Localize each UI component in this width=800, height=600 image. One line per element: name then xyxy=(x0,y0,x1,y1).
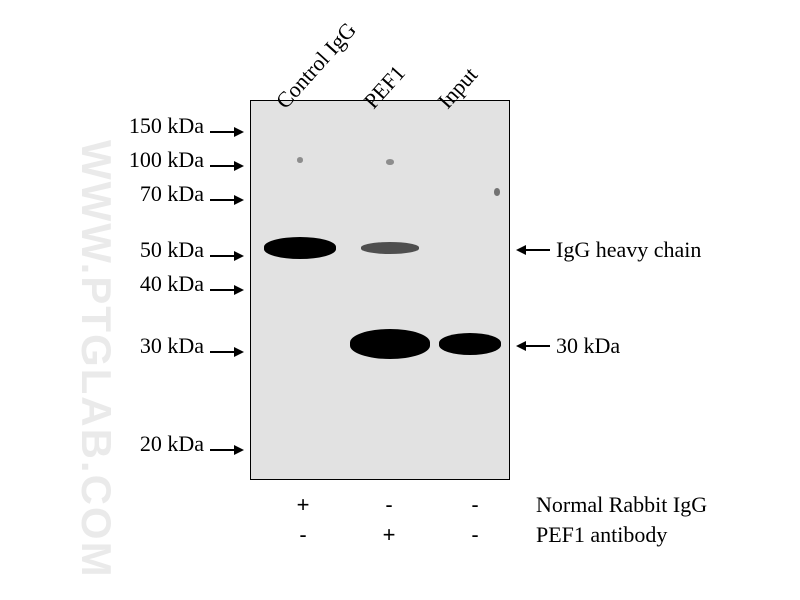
cond-cell: + xyxy=(346,522,432,548)
cond-cell: - xyxy=(260,522,346,548)
mw-marker: 70 kDa xyxy=(110,181,244,207)
mw-label: 30 kDa xyxy=(110,333,210,359)
cond-cell: - xyxy=(346,492,432,518)
mw-marker: 150 kDa xyxy=(110,113,244,139)
arrow-right-icon xyxy=(210,159,244,161)
mw-label: 20 kDa xyxy=(110,431,210,457)
table-row: + - - Normal Rabbit IgG xyxy=(260,490,707,520)
arrow-right-icon xyxy=(210,283,244,285)
blot-figure: WWW.PTGLAB.COM Control IgG PEF1 Input 15… xyxy=(0,0,800,600)
mw-label: 150 kDa xyxy=(110,113,210,139)
arrow-right-icon xyxy=(210,193,244,195)
arrow-right-icon xyxy=(210,443,244,445)
mw-label: 70 kDa xyxy=(110,181,210,207)
mw-label: 40 kDa xyxy=(110,271,210,297)
arrow-right-icon xyxy=(210,249,244,251)
band xyxy=(264,237,336,259)
cond-cell: + xyxy=(260,492,346,518)
annotation-label: IgG heavy chain xyxy=(550,237,701,263)
mw-label: 100 kDa xyxy=(110,147,210,173)
cond-cell: - xyxy=(432,522,518,548)
mw-label: 50 kDa xyxy=(110,237,210,263)
arrow-left-icon xyxy=(516,243,550,257)
condition-table: + - - Normal Rabbit IgG - + - PEF1 antib… xyxy=(260,490,707,550)
right-annotation: IgG heavy chain xyxy=(516,237,701,263)
band-speck xyxy=(494,188,500,196)
mw-marker: 40 kDa xyxy=(110,271,244,297)
mw-marker: 20 kDa xyxy=(110,431,244,457)
cond-cell: - xyxy=(432,492,518,518)
band-speck xyxy=(386,159,394,165)
arrow-left-icon xyxy=(516,339,550,353)
blot-membrane xyxy=(250,100,510,480)
mw-marker: 100 kDa xyxy=(110,147,244,173)
table-row: - + - PEF1 antibody xyxy=(260,520,707,550)
cond-row-label: PEF1 antibody xyxy=(518,522,667,548)
right-annotation: 30 kDa xyxy=(516,333,620,359)
band xyxy=(439,333,501,355)
cond-row-label: Normal Rabbit IgG xyxy=(518,492,707,518)
band-speck xyxy=(297,157,303,163)
band xyxy=(350,329,430,359)
mw-marker: 50 kDa xyxy=(110,237,244,263)
arrow-right-icon xyxy=(210,125,244,127)
arrow-right-icon xyxy=(210,345,244,347)
annotation-label: 30 kDa xyxy=(550,333,620,359)
band xyxy=(361,242,419,254)
mw-marker: 30 kDa xyxy=(110,333,244,359)
